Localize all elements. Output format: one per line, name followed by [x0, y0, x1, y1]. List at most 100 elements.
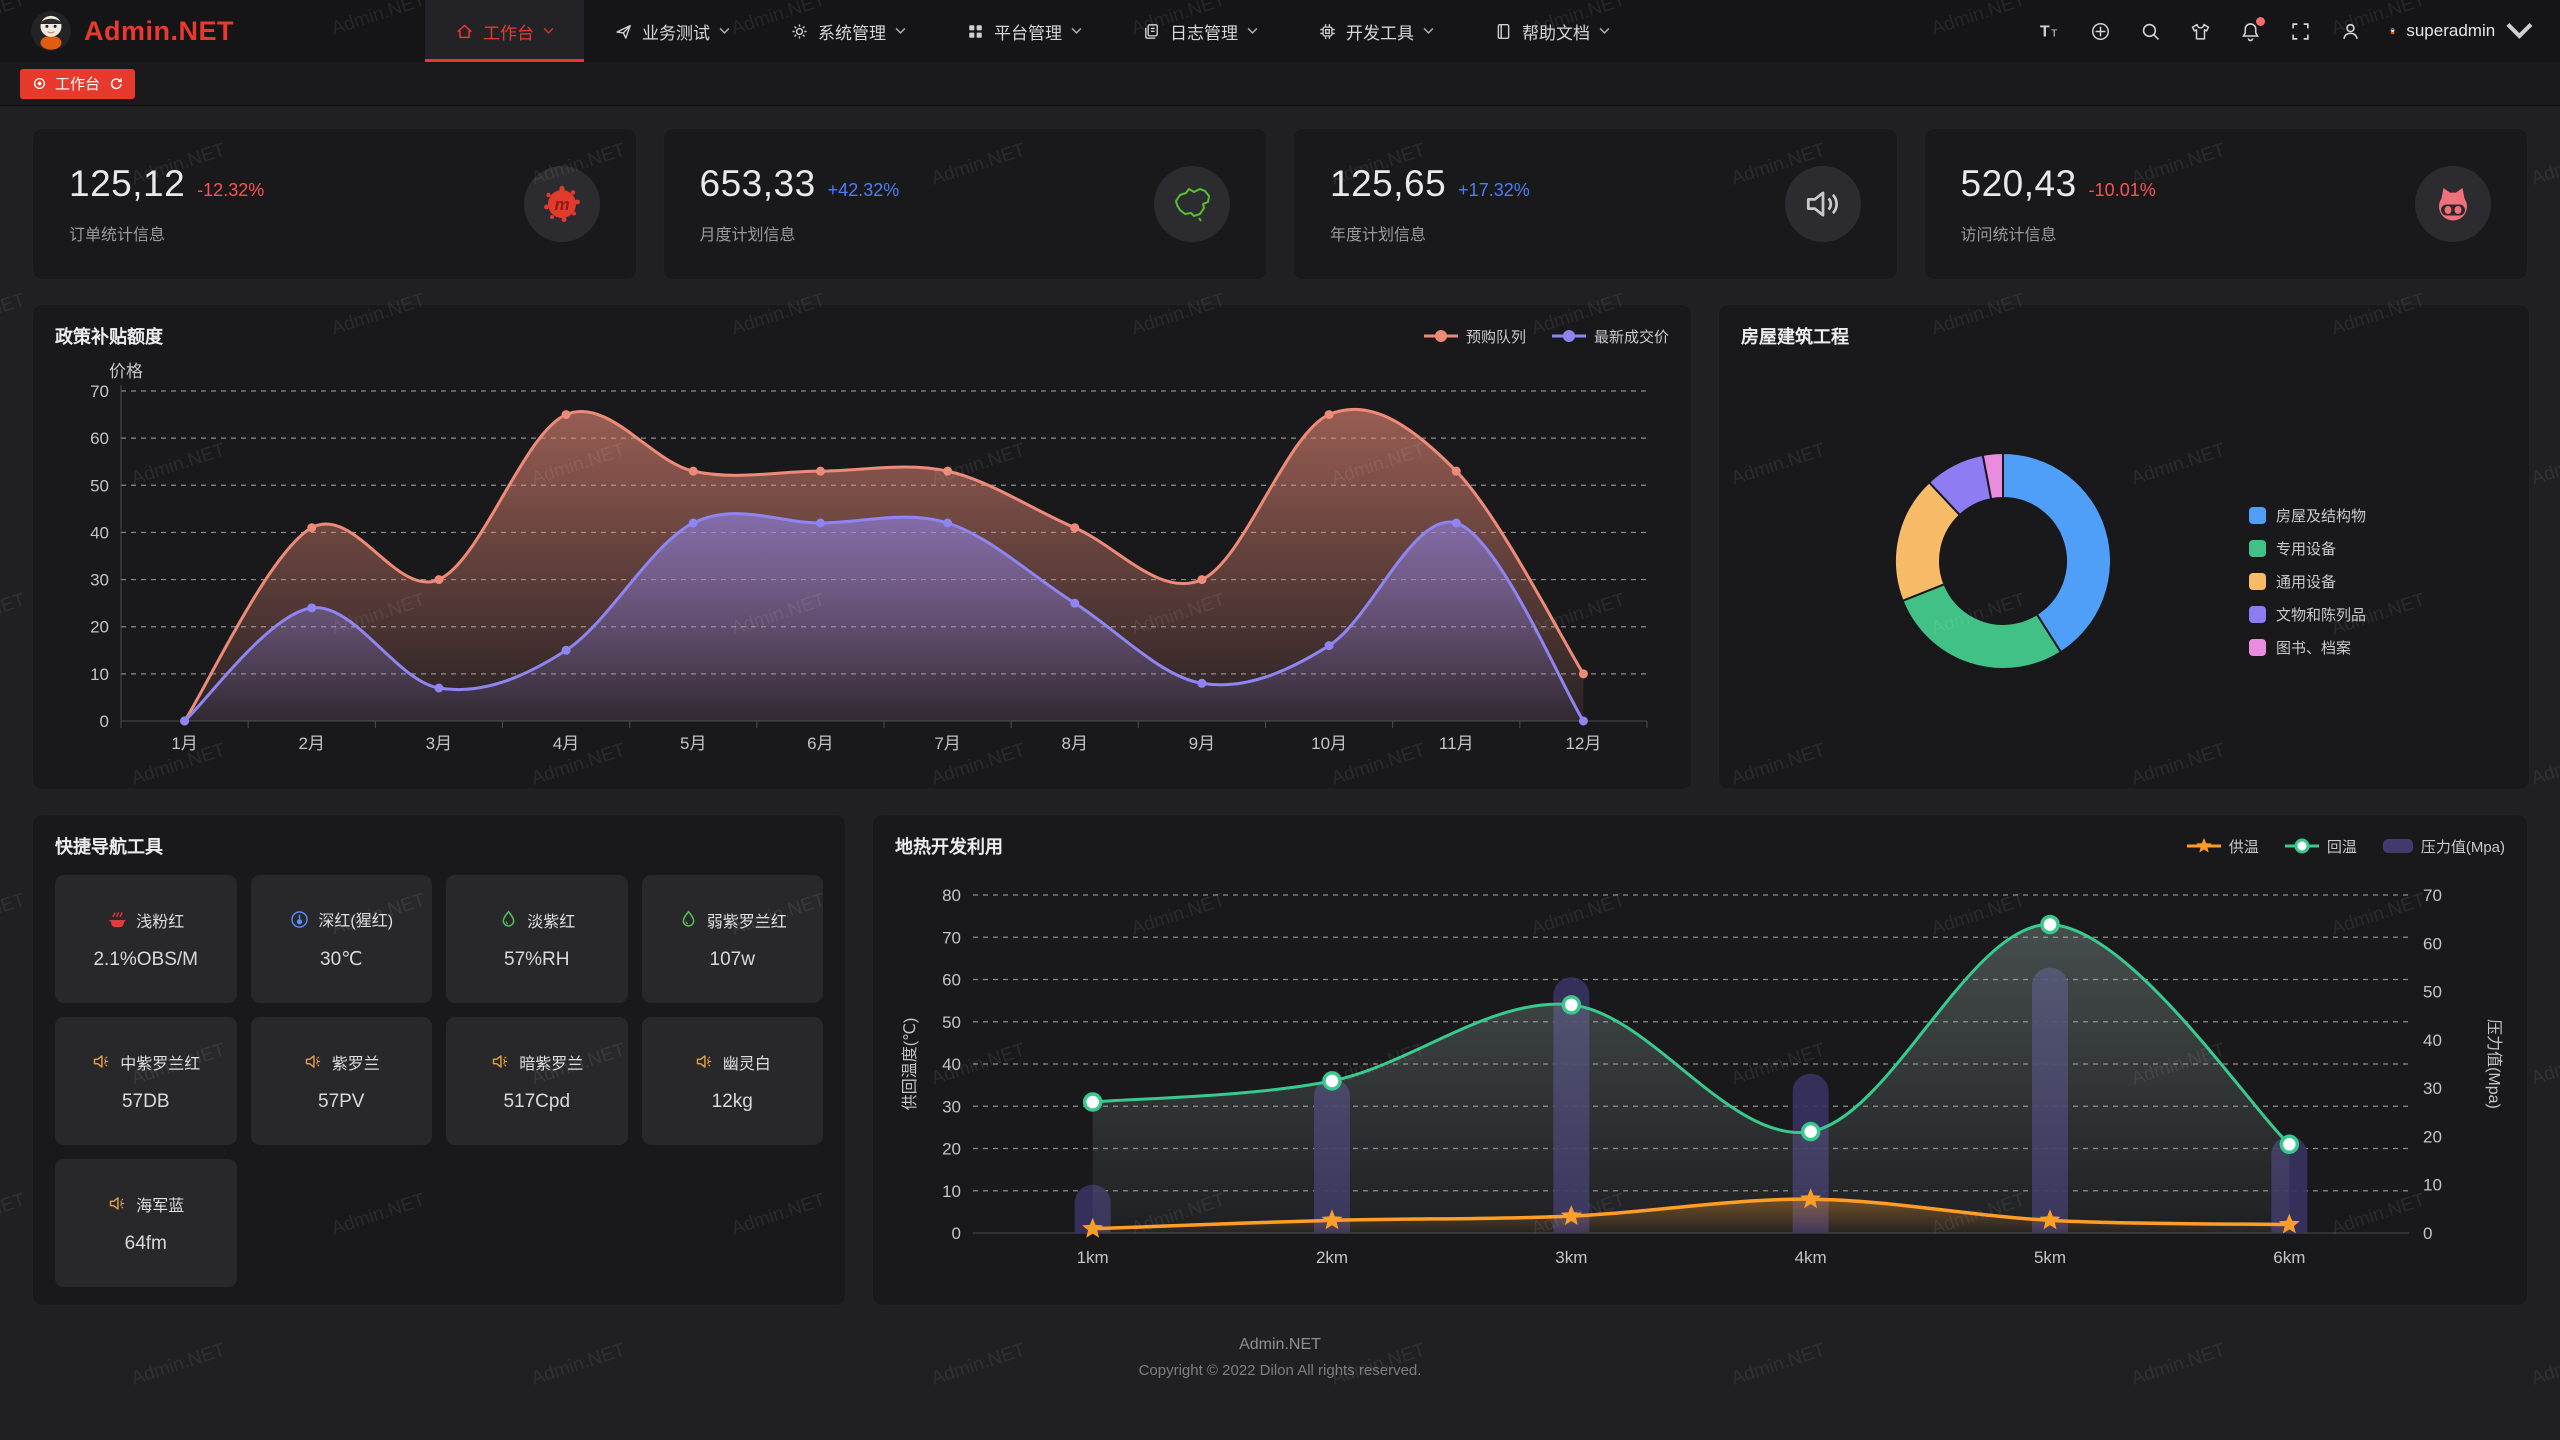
speaker-icon: [694, 1051, 715, 1072]
legend-item-预购队列[interactable]: 预购队列: [1423, 326, 1526, 347]
search-icon[interactable]: [2139, 20, 2161, 42]
fullscreen-icon[interactable]: [2289, 20, 2311, 42]
quick-nav-item-4[interactable]: 弱紫罗兰红 107w: [641, 875, 823, 1003]
donut-legend-swatch-1: [2249, 507, 2266, 524]
stat-card-3: 125,65 +17.32% 年度计划信息: [1293, 128, 1898, 280]
svg-text:12月: 12月: [1565, 734, 1601, 753]
stat-delta: -12.32%: [197, 180, 265, 200]
language-icon[interactable]: [2089, 20, 2111, 42]
stat-card-text: 125,12 -12.32% 订单统计信息: [69, 163, 264, 245]
tab-dot-icon: [33, 77, 46, 90]
quick-nav-item-2[interactable]: 深红(猩红) 30℃: [250, 875, 432, 1003]
svg-text:30: 30: [2423, 1079, 2442, 1098]
quick-nav-item-6[interactable]: 紫罗兰 57PV: [250, 1017, 432, 1145]
nav-item-1[interactable]: 工作台: [425, 0, 584, 62]
svg-text:70: 70: [90, 382, 109, 401]
quick-item-name: 浅粉红: [136, 913, 185, 931]
quick-item-name: 淡紫红: [527, 913, 576, 931]
nav-item-label: 业务测试: [642, 23, 710, 43]
stat-label: 访问统计信息: [1960, 227, 2057, 244]
legend-item-压力值(Mpa)[interactable]: 压力值(Mpa): [2382, 836, 2505, 857]
logo-text: Admin.NET: [84, 15, 234, 46]
policy-area-chart[interactable]: 0 10 20 30 40 50 60 70 1月 2月 3月 4月 5月 6月 7月 8月 9月 10月 11月 1…: [55, 357, 1671, 767]
policy-chart-title: 政策补贴额度: [55, 327, 163, 347]
stat-label: 月度计划信息: [699, 227, 796, 244]
quick-nav-item-7[interactable]: 暗紫罗兰 517Cpd: [446, 1017, 628, 1145]
quick-nav-item-5[interactable]: 中紫罗兰红 57DB: [55, 1017, 237, 1145]
user-icon[interactable]: [2339, 20, 2361, 42]
policy-chart-panel: 政策补贴额度 预购队列 最新成交价 0 10 20 30 40 50 60 70 1月 2月 3月 4月…: [32, 304, 1692, 790]
quick-item-name: 紫罗兰: [331, 1055, 380, 1073]
quick-item-value: 12kg: [711, 1090, 753, 1112]
svg-text:60: 60: [90, 429, 109, 448]
quick-nav-title: 快捷导航工具: [55, 837, 163, 857]
quick-item-name: 暗紫罗兰: [519, 1055, 584, 1073]
legend-item-回温[interactable]: 回温: [2284, 836, 2357, 857]
logo-avatar-icon: [31, 11, 71, 51]
svg-text:文物和陈列品: 文物和陈列品: [2276, 606, 2366, 624]
nav-item-2[interactable]: 业务测试: [584, 0, 760, 62]
nav-item-4[interactable]: 平台管理: [936, 0, 1112, 62]
stat-card-text: 520,43 -10.01% 访问统计信息: [1961, 163, 2156, 245]
stat-card-2: 653,33 +42.32% 月度计划信息: [662, 128, 1267, 280]
legend-label: 压力值(Mpa): [2420, 838, 2505, 856]
theme-icon[interactable]: [2189, 20, 2211, 42]
svg-text:30: 30: [942, 1097, 961, 1116]
app-logo[interactable]: Admin.NET: [30, 10, 425, 52]
home-icon: [455, 22, 474, 41]
legend-item-供温[interactable]: 供温: [2186, 836, 2259, 857]
quick-nav-item-8[interactable]: 幽灵白 12kg: [641, 1017, 823, 1145]
quick-item-name: 深红(猩红): [318, 913, 394, 930]
log-icon: [1142, 22, 1161, 41]
svg-text:图书、档案: 图书、档案: [2276, 639, 2351, 657]
nav-item-6[interactable]: 开发工具: [1288, 0, 1464, 62]
nav-item-3[interactable]: 系统管理: [760, 0, 936, 62]
stat-value: 653,33: [699, 163, 816, 204]
bell-icon[interactable]: [2239, 17, 2266, 42]
svg-text:压力值(Mpa): 压力值(Mpa): [2485, 1019, 2503, 1109]
stat-label: 年度计划信息: [1330, 227, 1427, 244]
donut-slice-2: [1901, 582, 2063, 670]
policy-chart-legend: 预购队列 最新成交价: [1423, 326, 1669, 347]
quick-item-value: 57PV: [318, 1090, 365, 1112]
svg-text:通用设备: 通用设备: [2276, 574, 2336, 591]
stat-value: 125,65: [1330, 163, 1447, 204]
china-map-icon: [1170, 182, 1214, 226]
quick-nav-item-9[interactable]: 海军蓝 64fm: [55, 1159, 237, 1287]
tab-workbench[interactable]: 工作台: [20, 68, 136, 99]
nav-item-label: 平台管理: [994, 23, 1062, 43]
user-name: superadmin: [2406, 21, 2496, 40]
header-actions: T T superadmin: [2039, 13, 2534, 49]
quick-nav-item-3[interactable]: 淡紫红 57%RH: [446, 875, 628, 1003]
geothermal-mixed-chart[interactable]: 0 10 20 30 40 50 60 70 80 0 10 20 30 40 50 60 70 1km 2km 3k…: [895, 867, 2505, 1285]
nav-item-5[interactable]: 日志管理: [1112, 0, 1288, 62]
stat-icon-circle: m: [523, 166, 600, 242]
speaker-icon: [490, 1051, 511, 1072]
speaker-icon: [303, 1051, 324, 1072]
meetup-icon: m: [540, 182, 584, 226]
geothermal-chart-title: 地热开发利用: [895, 837, 1003, 857]
svg-text:70: 70: [2423, 886, 2442, 905]
svg-text:40: 40: [90, 523, 109, 542]
donut-legend-swatch-4: [2249, 606, 2266, 623]
svg-text:3km: 3km: [1555, 1248, 1587, 1267]
quick-item-value: 517Cpd: [503, 1090, 571, 1112]
svg-text:4km: 4km: [1795, 1248, 1827, 1267]
quick-nav-item-1[interactable]: 浅粉红 2.1%OBS/M: [55, 875, 237, 1003]
legend-item-最新成交价[interactable]: 最新成交价: [1551, 326, 1669, 347]
stat-delta: -10.01%: [2088, 180, 2156, 200]
footer-copyright: Copyright © 2022 Dilon All rights reserv…: [1138, 1362, 1422, 1379]
user-menu[interactable]: superadmin: [2389, 13, 2534, 49]
refresh-icon[interactable]: [108, 76, 123, 91]
stat-card-text: 653,33 +42.32% 月度计划信息: [700, 163, 900, 245]
stat-icon-circle: [2415, 166, 2491, 242]
quick-item-value: 57DB: [121, 1090, 170, 1112]
building-chart-title: 房屋建筑工程: [1741, 327, 1849, 347]
nav-item-7[interactable]: 帮助文档: [1464, 0, 1640, 62]
svg-text:10: 10: [942, 1182, 961, 1201]
stat-cards-row: 125,12 -12.32% 订单统计信息 m 653,33 +42.32% 月…: [32, 128, 2528, 280]
svg-text:8月: 8月: [1062, 734, 1088, 753]
donut-legend-swatch-2: [2249, 540, 2266, 557]
